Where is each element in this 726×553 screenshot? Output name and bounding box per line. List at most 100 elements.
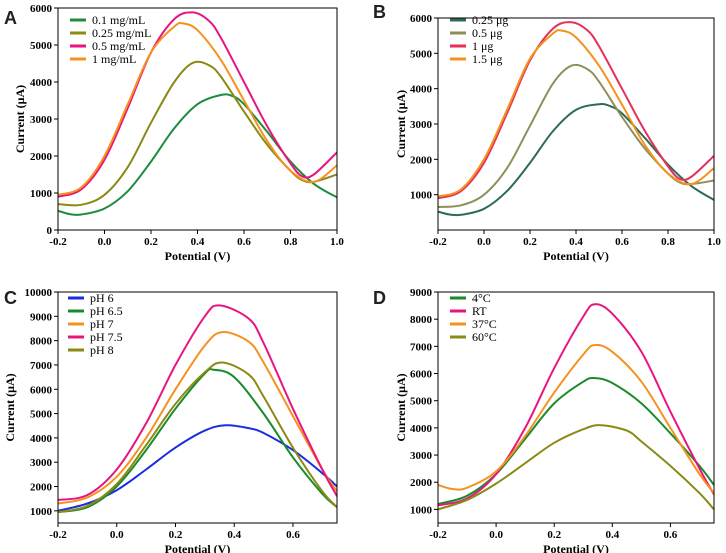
y-tick-label: 7000: [30, 360, 53, 372]
y-axis-label: Current (μA): [3, 373, 17, 441]
y-tick-label: 3000: [410, 450, 433, 462]
legend: pH 6pH 6.5pH 7pH 7.5pH 8: [68, 291, 123, 357]
plot-frame: [57, 291, 338, 524]
y-tick-label: 9000: [30, 311, 53, 323]
x-tick-label: -0.2: [429, 236, 447, 248]
x-tick-label: 0.2: [144, 236, 158, 248]
panel-letter: D: [373, 288, 386, 308]
chart-panel-b: B -0.2 0.0 0.2 0.4 0.6 0.8 1.0 1000 2000 3000 4000 5…: [373, 2, 721, 263]
y-tick-label: 9000: [410, 287, 433, 299]
y-axis-label: Current (μA): [13, 85, 27, 153]
y-tick-label: 6000: [410, 13, 433, 25]
y-tick-label: 6000: [410, 369, 433, 381]
x-tick-label: 0.8: [284, 236, 298, 248]
x-tick-label: 0.4: [191, 236, 205, 248]
y-tick-label: 4000: [410, 423, 433, 435]
x-axis-label: Potential (V): [165, 542, 231, 553]
x-tick-label: 0.0: [489, 529, 503, 541]
legend-label: 4°C: [472, 291, 491, 305]
x-tick-label: 0.6: [615, 236, 629, 248]
y-tick-label: 2000: [30, 151, 53, 163]
y-tick-label: 7000: [410, 341, 433, 353]
x-tick-label: -0.2: [49, 236, 67, 248]
y-tick-label: 1000: [410, 504, 433, 516]
legend-label: pH 6: [90, 291, 114, 305]
panel-letter: C: [4, 288, 17, 308]
y-tick-label: 3000: [30, 114, 53, 126]
series-line: [438, 21, 714, 200]
y-tick-label: 10000: [25, 287, 53, 299]
series-line: [438, 343, 714, 494]
chart-panel-a: A -0.2 0.0 0.2 0.4 0.6 0.8 1.0 0 1000 2000 3000 4000…: [4, 3, 344, 263]
series-line: [58, 331, 337, 505]
y-tick-label: 6000: [30, 384, 53, 396]
chart-panel-c: C -0.2 0.0 0.2 0.4 0.6 1000 2000 3000 4000 5000 600…: [3, 287, 338, 553]
legend-label: RT: [472, 304, 487, 318]
y-axis-label: Current (μA): [394, 373, 408, 441]
y-tick-label: 3000: [410, 119, 433, 131]
series-line: [58, 11, 337, 198]
panel-letter: A: [4, 8, 17, 28]
y-tick-label: 5000: [30, 40, 53, 52]
series-line: [58, 93, 337, 216]
y-tick-label: 5000: [410, 396, 433, 408]
y-tick-label: 4000: [30, 77, 53, 89]
x-tick-label: 0.4: [605, 529, 619, 541]
series-line: [438, 63, 714, 208]
plot-frame: [437, 291, 715, 524]
x-tick-label: 0.2: [523, 236, 537, 248]
x-tick-label: 0.6: [237, 236, 251, 248]
y-tick-label: 5000: [410, 48, 433, 60]
x-tick-label: -0.2: [429, 529, 447, 541]
legend-label: 60°C: [472, 330, 497, 344]
series-line: [438, 29, 714, 198]
x-tick-label: 0.2: [547, 529, 561, 541]
y-tick-label: 1000: [30, 188, 53, 200]
x-tick-label: 1.0: [330, 236, 344, 248]
legend-label: 1.5 μg: [472, 52, 502, 66]
legend-label: 0.5 μg: [472, 26, 502, 40]
y-tick-label: 2000: [30, 482, 53, 494]
x-tick-label: 0.0: [110, 529, 124, 541]
x-tick-label: 0.4: [227, 529, 241, 541]
series-line: [58, 60, 337, 207]
legend: 0.1 mg/mL0.25 mg/mL0.5 mg/mL1 mg/mL: [70, 13, 151, 66]
legend-label: 0.25 μg: [472, 13, 508, 27]
x-axis-label: Potential (V): [165, 249, 231, 263]
x-tick-label: 1.0: [707, 236, 721, 248]
legend-label: 1 mg/mL: [92, 52, 136, 66]
legend-label: 0.5 mg/mL: [92, 39, 145, 53]
y-tick-label: 6000: [30, 3, 53, 15]
y-tick-label: 8000: [410, 314, 433, 326]
x-tick-label: 0.2: [169, 529, 183, 541]
chart-panel-d: D -0.2 0.0 0.2 0.4 0.6 1000 2000 3000 4000 5000 600…: [373, 287, 715, 553]
legend-label: 1 μg: [472, 39, 493, 53]
y-tick-label: 1000: [410, 190, 433, 202]
series-line: [58, 304, 337, 501]
y-axis-label: Current (μA): [394, 90, 408, 158]
x-tick-label: 0.0: [98, 236, 112, 248]
series-line: [58, 361, 337, 514]
x-tick-label: -0.2: [49, 529, 67, 541]
series-line: [438, 376, 714, 505]
y-tick-label: 4000: [30, 433, 53, 445]
legend: 0.25 μg0.5 μg1 μg1.5 μg: [450, 13, 508, 66]
x-axis-label: Potential (V): [543, 249, 609, 263]
y-tick-label: 2000: [410, 154, 433, 166]
series-line: [438, 303, 714, 507]
panel-letter: B: [373, 2, 386, 22]
x-tick-label: 0.8: [661, 236, 675, 248]
x-tick-label: 0.4: [569, 236, 583, 248]
y-tick-label: 1000: [30, 506, 53, 518]
series-line: [58, 21, 337, 196]
legend-label: 37°C: [472, 317, 497, 331]
x-tick-label: 0.0: [477, 236, 491, 248]
y-tick-label: 8000: [30, 336, 53, 348]
x-tick-label: 0.6: [286, 529, 300, 541]
x-tick-label: 0.6: [664, 529, 678, 541]
y-tick-label: 0: [47, 225, 53, 237]
legend-label: 0.1 mg/mL: [92, 13, 145, 27]
legend-label: pH 7.5: [90, 330, 123, 344]
